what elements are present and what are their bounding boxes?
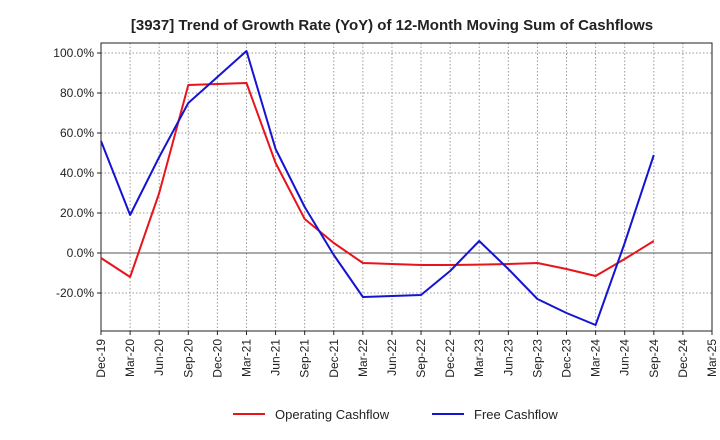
- x-tick-label: Dec-20: [210, 339, 224, 378]
- x-tick-label: Dec-23: [560, 339, 574, 378]
- free-cashflow-line: [100, 50, 655, 326]
- x-tick-label: Mar-25: [705, 339, 719, 377]
- x-tick-label: Sep-21: [298, 339, 312, 378]
- y-tick-label: 20.0%: [60, 206, 94, 220]
- chart-title: [3937] Trend of Growth Rate (YoY) of 12-…: [131, 17, 653, 34]
- y-tick-label: 0.0%: [67, 246, 95, 260]
- axes: [100, 42, 713, 332]
- legend-label-operating: Operating Cashflow: [275, 407, 390, 422]
- x-tick-label: Jun-21: [269, 339, 283, 376]
- y-axis-ticks: 100.0% 80.0% 60.0% 40.0% 20.0% 0.0% -20.0%: [53, 46, 101, 300]
- series-lines: [100, 50, 655, 326]
- legend: Operating Cashflow Free Cashflow: [233, 407, 558, 422]
- x-axis-ticks: Dec-19 Mar-20 Jun-20 Sep-20 Dec-20 Mar-21 Jun-…: [94, 331, 719, 378]
- x-tick-label: Dec-21: [327, 339, 341, 378]
- x-tick-label: Jun-24: [618, 339, 632, 376]
- x-tick-label: Mar-22: [356, 339, 370, 377]
- y-tick-label: 40.0%: [60, 166, 94, 180]
- y-tick-label: 80.0%: [60, 86, 94, 100]
- x-tick-label: Sep-23: [530, 339, 544, 378]
- y-tick-label: 100.0%: [53, 46, 94, 60]
- x-tick-label: Mar-21: [239, 339, 253, 377]
- operating-cashflow-line: [100, 82, 655, 278]
- x-tick-label: Jun-23: [501, 339, 515, 376]
- x-tick-label: Dec-19: [94, 339, 108, 378]
- x-tick-label: Dec-22: [443, 339, 457, 378]
- y-tick-label: -20.0%: [56, 286, 94, 300]
- x-tick-label: Mar-24: [589, 339, 603, 377]
- x-tick-label: Mar-20: [123, 339, 137, 377]
- y-tick-label: 60.0%: [60, 126, 94, 140]
- plot-frame: [100, 42, 713, 332]
- x-tick-label: Dec-24: [676, 339, 690, 378]
- x-tick-label: Sep-20: [181, 339, 195, 378]
- x-tick-label: Jun-20: [152, 339, 166, 376]
- legend-label-free: Free Cashflow: [474, 407, 558, 422]
- grid: [100, 43, 713, 331]
- x-tick-label: Mar-23: [472, 339, 486, 377]
- x-tick-label: Jun-22: [385, 339, 399, 376]
- x-tick-label: Sep-22: [414, 339, 428, 378]
- x-tick-label: Sep-24: [647, 339, 661, 378]
